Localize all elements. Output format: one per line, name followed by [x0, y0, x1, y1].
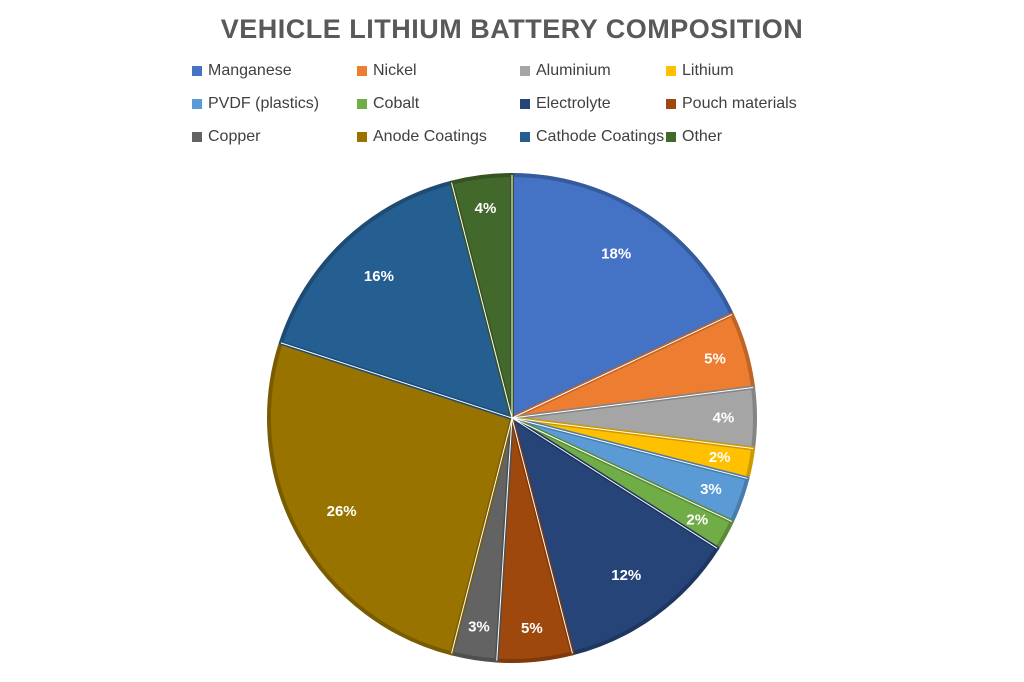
legend-swatch: [357, 66, 367, 76]
data-label-electrolyte: 12%: [611, 567, 641, 584]
pie-slice-separator: [511, 417, 748, 479]
data-label-cathode-coatings: 16%: [364, 268, 394, 285]
legend-item-copper: Copper: [192, 128, 260, 146]
legend-item-lithium: Lithium: [666, 62, 734, 80]
pie-slice-separator: [511, 387, 754, 419]
legend-label: Nickel: [373, 62, 417, 79]
pie-slice-anode-coatings: [266, 340, 514, 656]
legend-item-pouch-materials: Pouch materials: [666, 95, 797, 113]
legend-item-aluminium: Aluminium: [520, 62, 611, 80]
legend-label: Lithium: [682, 62, 734, 79]
legend-swatch: [520, 132, 530, 142]
legend-label: Copper: [208, 128, 261, 145]
legend-swatch: [357, 99, 367, 109]
legend-swatch: [520, 99, 530, 109]
legend-label: Pouch materials: [682, 95, 797, 112]
legend-label: Electrolyte: [536, 95, 611, 112]
legend-item-cathode-coatings: Cathode Coatings: [520, 128, 664, 146]
pie-slice-separator: [496, 417, 513, 661]
pie-slice-cathode-coatings: [278, 180, 514, 420]
legend-label: Aluminium: [536, 62, 611, 79]
legend-item-manganese: Manganese: [192, 62, 292, 80]
legend-label: Anode Coatings: [373, 128, 487, 145]
legend-swatch: [357, 132, 367, 142]
data-label-lithium: 2%: [709, 449, 731, 466]
legend-swatch: [666, 66, 676, 76]
legend-label: PVDF (plastics): [208, 95, 320, 112]
legend-swatch: [520, 66, 530, 76]
pie-slice-manganese: [510, 173, 734, 420]
legend-label: Manganese: [208, 62, 292, 79]
data-label-anode-coatings: 26%: [327, 503, 357, 520]
chart-title: VEHICLE LITHIUM BATTERY COMPOSITION: [220, 14, 804, 44]
pie-slice-separator: [451, 417, 513, 654]
legend-item-pvdf-plastics: PVDF (plastics): [192, 95, 319, 113]
legend-label: Other: [682, 128, 723, 145]
data-label-pouch-materials: 5%: [521, 620, 543, 637]
legend-item-cobalt: Cobalt: [357, 95, 419, 113]
legend-item-nickel: Nickel: [357, 62, 417, 80]
data-label-nickel: 5%: [704, 351, 726, 368]
legend-swatch: [666, 132, 676, 142]
data-label-copper: 3%: [468, 618, 490, 635]
data-label-other: 4%: [475, 200, 497, 217]
data-label-pvdf-plastics: 3%: [700, 481, 722, 498]
pie-slice-electrolyte: [510, 416, 720, 656]
pie-slice-separator: [511, 417, 573, 654]
legend-label: Cathode Coatings: [536, 128, 665, 145]
legend-item-anode-coatings: Anode Coatings: [357, 128, 487, 146]
pie-slice-separator: [451, 182, 513, 419]
legend-item-electrolyte: Electrolyte: [520, 95, 611, 113]
legend-item-other: Other: [666, 128, 722, 146]
legend-swatch: [192, 99, 202, 109]
legend-swatch: [192, 132, 202, 142]
legend-label: Cobalt: [373, 95, 420, 112]
pie-slice-separator: [511, 417, 733, 522]
data-label-aluminium: 4%: [713, 410, 735, 427]
data-label-manganese: 18%: [601, 245, 631, 262]
legend-swatch: [192, 66, 202, 76]
pie-slice-separator: [280, 342, 513, 419]
pie-slice-separator: [511, 417, 718, 549]
pie-slice-separator: [511, 417, 754, 449]
legend-swatch: [666, 99, 676, 109]
data-label-cobalt: 2%: [686, 511, 708, 528]
pie-slice-separator: [511, 314, 733, 419]
